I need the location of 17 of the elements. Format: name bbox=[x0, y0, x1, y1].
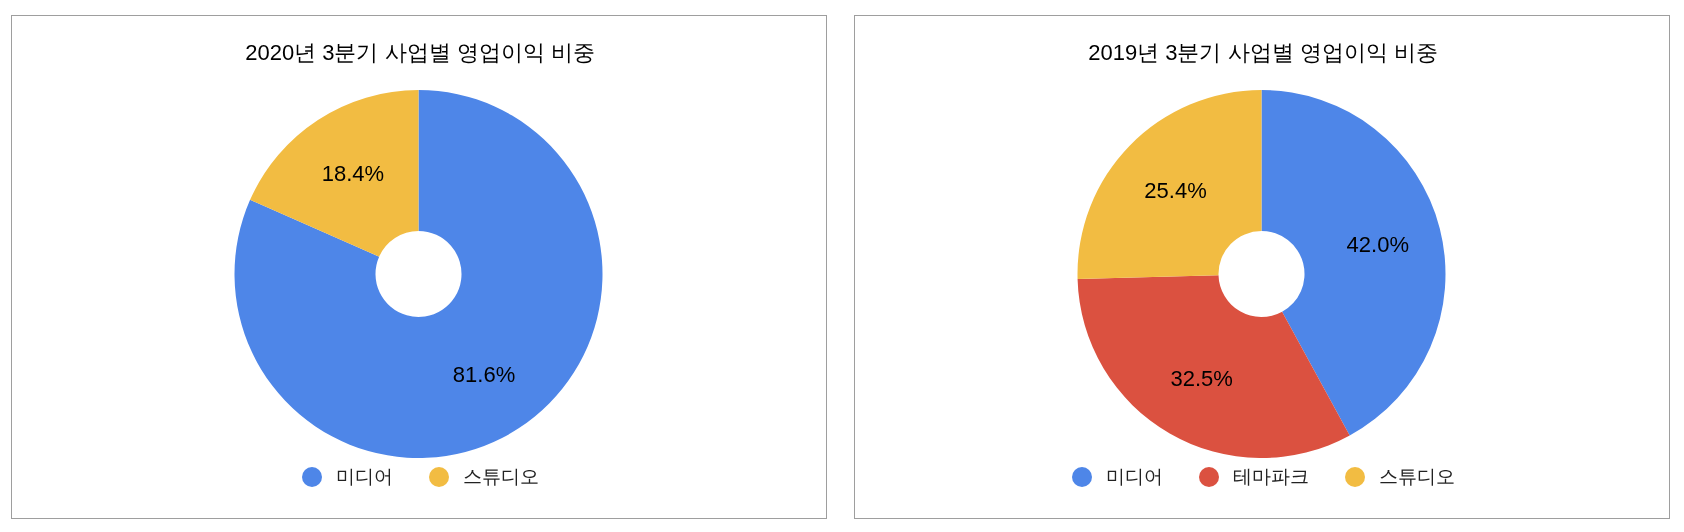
donut-slice bbox=[1077, 90, 1262, 279]
legend-label: 테마파크 bbox=[1232, 465, 1309, 489]
donut-slice bbox=[1077, 275, 1350, 458]
legend-label: 스튜디오 bbox=[1378, 465, 1455, 489]
chart-title: 2019년 3분기 사업별 영업이익 비중 bbox=[1087, 39, 1439, 67]
donut-slice bbox=[1261, 90, 1446, 436]
chart-title: 2020년 3분기 사업별 영업이익 비중 bbox=[244, 39, 596, 67]
data-label: 32.5% bbox=[1170, 365, 1233, 391]
legend-label: 스튜디오 bbox=[462, 465, 539, 489]
legend-label: 미디어 bbox=[335, 465, 393, 489]
data-label: 18.4% bbox=[321, 161, 385, 186]
data-label: 42.0% bbox=[1346, 231, 1409, 257]
donut-slice bbox=[234, 90, 603, 458]
legend-label: 미디어 bbox=[1105, 465, 1163, 489]
data-label: 81.6% bbox=[452, 362, 516, 387]
donut-slice bbox=[250, 90, 419, 257]
data-label: 25.4% bbox=[1144, 177, 1207, 203]
